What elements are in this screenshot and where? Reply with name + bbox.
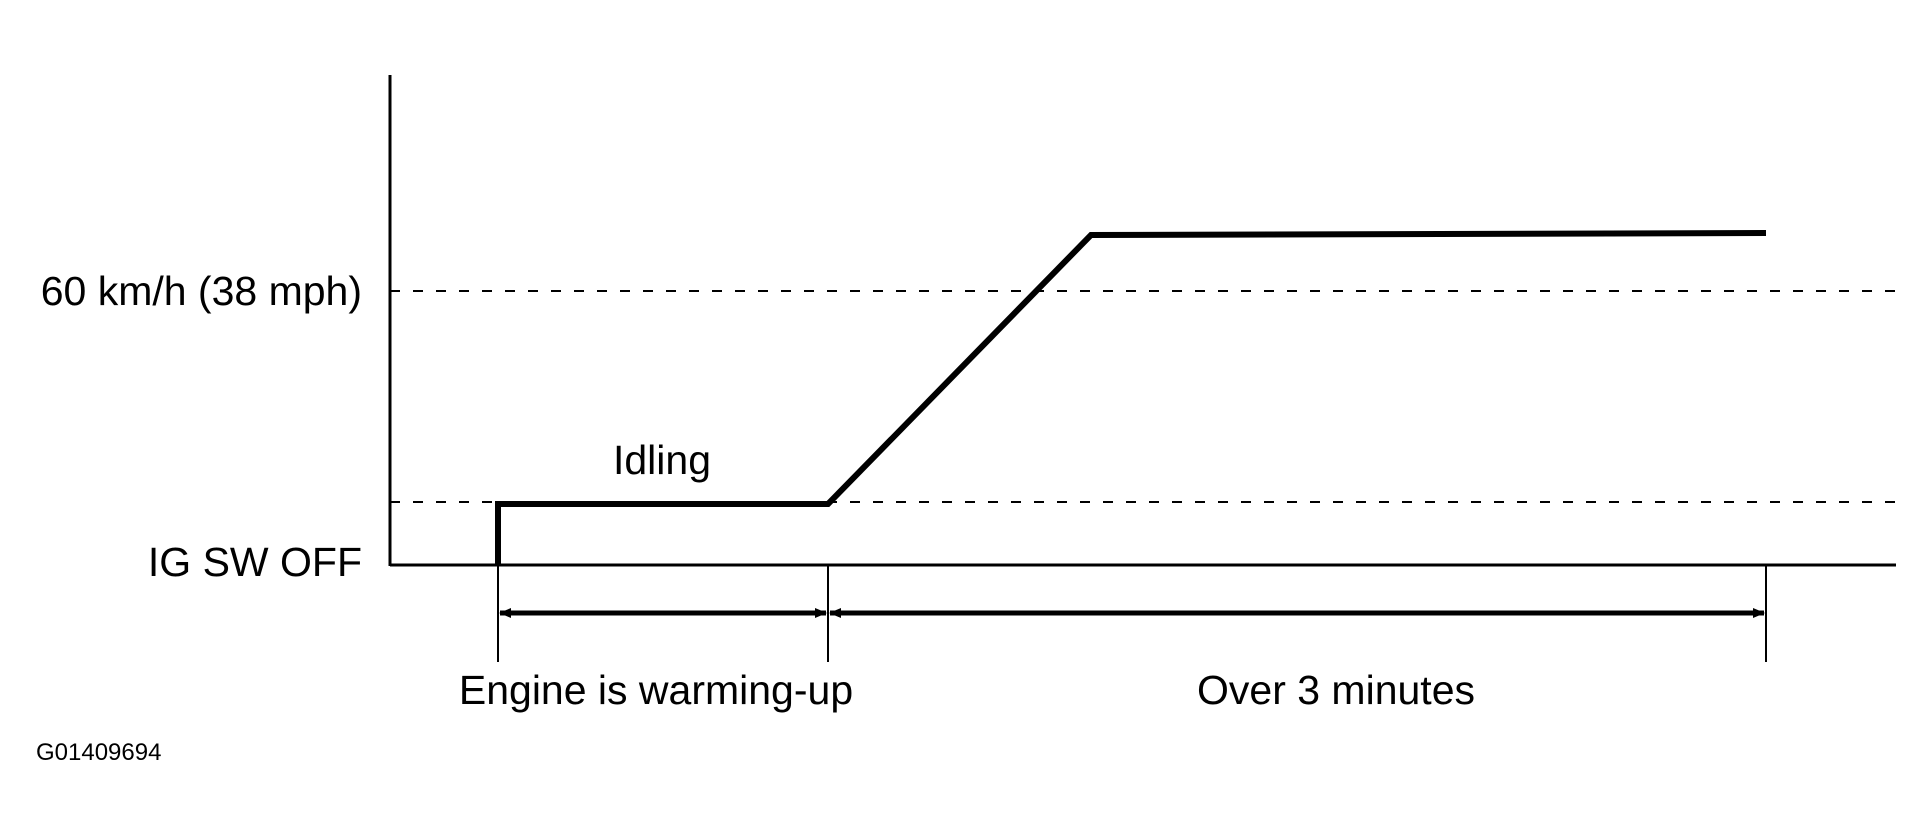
- vehicle-speed-profile-line: [495, 230, 1767, 565]
- ig-off-label: IG SW OFF: [148, 539, 362, 585]
- over3-label: Over 3 minutes: [1197, 667, 1475, 713]
- idling-label: Idling: [613, 437, 711, 483]
- figure-id-label: G01409694: [36, 739, 161, 766]
- speed-level-label: 60 km/h (38 mph): [41, 268, 362, 314]
- warmup-label: Engine is warming-up: [459, 667, 853, 713]
